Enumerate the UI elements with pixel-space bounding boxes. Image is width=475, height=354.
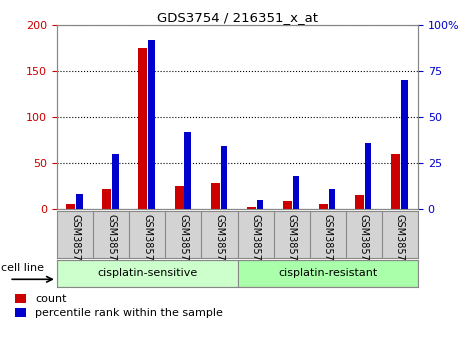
Bar [138, 48, 147, 209]
Title: GDS3754 / 216351_x_at: GDS3754 / 216351_x_at [157, 11, 318, 24]
Text: GSM385729: GSM385729 [359, 215, 369, 274]
Bar [355, 195, 364, 209]
Text: GSM385730: GSM385730 [395, 215, 405, 274]
Bar [220, 146, 227, 209]
Legend: count, percentile rank within the sample: count, percentile rank within the sample [15, 294, 223, 319]
Bar [391, 154, 400, 209]
Bar [66, 204, 75, 209]
Text: GSM385725: GSM385725 [214, 215, 225, 274]
Bar [283, 201, 292, 209]
Bar [247, 207, 256, 209]
Text: cisplatin-sensitive: cisplatin-sensitive [97, 268, 198, 279]
Bar [102, 189, 111, 209]
Text: GSM385723: GSM385723 [142, 215, 152, 274]
Text: GSM385722: GSM385722 [106, 215, 116, 274]
Bar [174, 186, 183, 209]
Text: GSM385724: GSM385724 [178, 215, 189, 274]
Bar [148, 40, 155, 209]
Text: GSM385721: GSM385721 [70, 215, 80, 274]
Bar [365, 143, 371, 209]
Text: GSM385727: GSM385727 [286, 215, 297, 274]
Bar [319, 204, 328, 209]
Text: cisplatin-resistant: cisplatin-resistant [278, 268, 377, 279]
Bar [112, 154, 119, 209]
Bar [184, 132, 191, 209]
Bar [401, 80, 408, 209]
Bar [293, 176, 299, 209]
Text: GSM385726: GSM385726 [250, 215, 261, 274]
Text: cell line: cell line [1, 263, 44, 273]
Text: GSM385728: GSM385728 [323, 215, 333, 274]
Bar [329, 189, 335, 209]
Bar [210, 183, 219, 209]
Bar [76, 194, 83, 209]
Bar [57, 260, 238, 287]
Bar [256, 200, 263, 209]
Bar [238, 260, 418, 287]
